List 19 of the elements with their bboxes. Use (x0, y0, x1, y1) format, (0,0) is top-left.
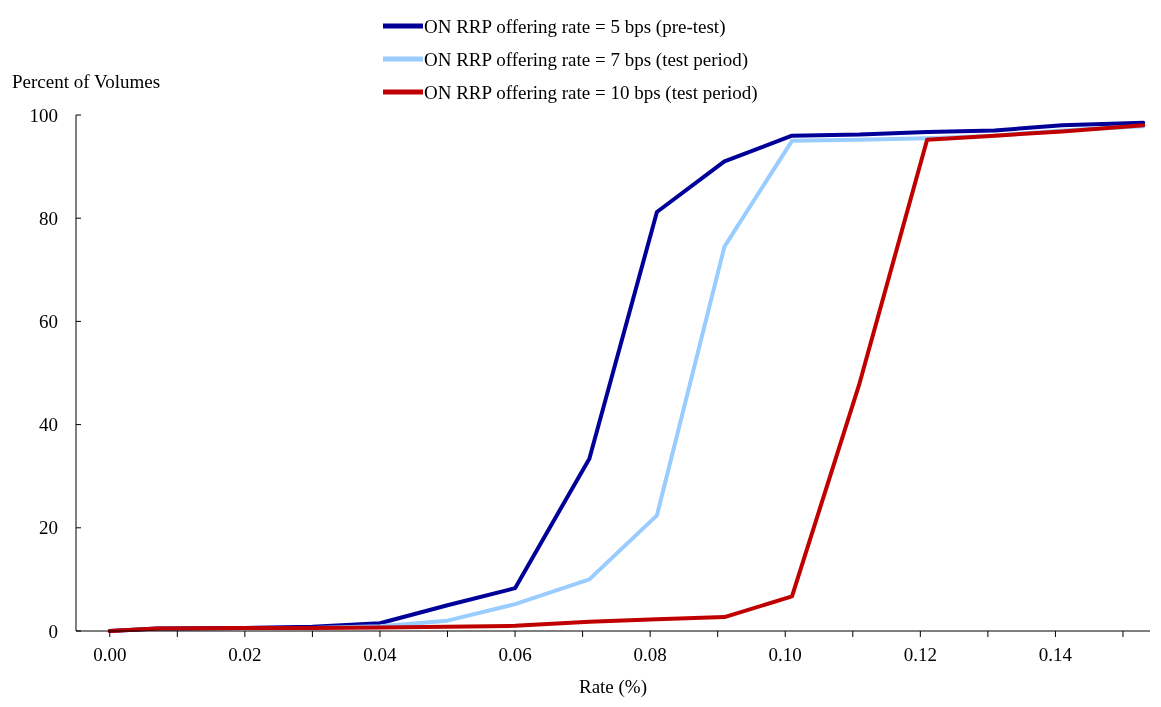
x-tick-label: 0.14 (1038, 644, 1073, 665)
x-tick-label: 0.10 (768, 644, 802, 665)
y-tick-label: 20 (39, 517, 58, 539)
legend-label: ON RRP offering rate = 10 bps (test period) (424, 81, 758, 104)
x-axis-title: Rate (%) (578, 676, 648, 698)
x-tick-label: 0.08 (633, 644, 667, 665)
y-tick-label: 60 (39, 311, 58, 333)
y-tick-label: 100 (29, 104, 58, 126)
x-tick-label: 0.02 (228, 644, 262, 665)
x-tick-label: 0.06 (498, 644, 532, 665)
x-tick-label: 0.12 (903, 644, 937, 665)
y-tick-label: 0 (48, 620, 58, 642)
x-tick-label: 0.04 (363, 644, 398, 665)
y-axis-title: Percent of Volumes (12, 71, 161, 92)
x-tick-label: 0.00 (93, 644, 127, 665)
legend-label: ON RRP offering rate = 7 bps (test period) (424, 48, 749, 71)
y-tick-label: 80 (39, 207, 58, 229)
y-tick-label: 40 (39, 414, 58, 436)
legend-label: ON RRP offering rate = 5 bps (pre-test) (424, 15, 726, 38)
